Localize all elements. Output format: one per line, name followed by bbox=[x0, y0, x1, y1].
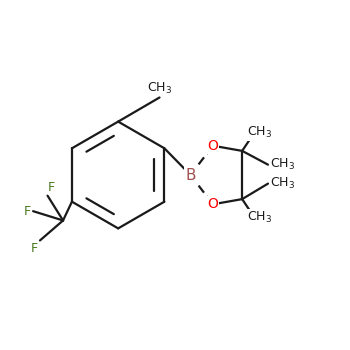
Text: CH$_3$: CH$_3$ bbox=[270, 157, 295, 172]
Text: CH$_3$: CH$_3$ bbox=[247, 210, 272, 225]
Text: B: B bbox=[185, 168, 196, 182]
Text: O: O bbox=[208, 139, 218, 153]
Text: CH$_3$: CH$_3$ bbox=[147, 81, 172, 96]
Text: F: F bbox=[31, 242, 38, 255]
Text: O: O bbox=[208, 197, 218, 211]
Text: F: F bbox=[48, 181, 55, 194]
Text: CH$_3$: CH$_3$ bbox=[270, 176, 295, 191]
Text: F: F bbox=[24, 205, 32, 218]
Text: CH$_3$: CH$_3$ bbox=[247, 125, 272, 140]
